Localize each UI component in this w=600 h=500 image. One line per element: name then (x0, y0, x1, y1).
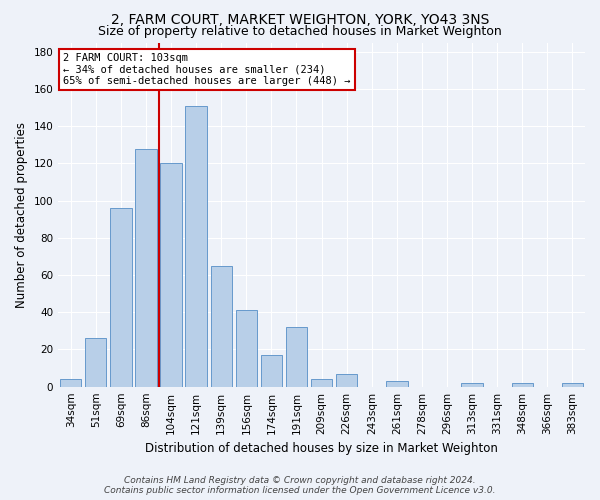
Bar (211, 266, 232, 386)
Bar (336, 374, 358, 386)
Bar (311, 379, 332, 386)
X-axis label: Distribution of detached houses by size in Market Weighton: Distribution of detached houses by size … (145, 442, 498, 455)
Bar (110, 208, 131, 386)
Bar (60, 379, 82, 386)
Text: 2 FARM COURT: 103sqm
← 34% of detached houses are smaller (234)
65% of semi-deta: 2 FARM COURT: 103sqm ← 34% of detached h… (64, 53, 351, 86)
Bar (185, 106, 207, 386)
Bar (286, 327, 307, 386)
Bar (562, 383, 583, 386)
Bar (386, 381, 407, 386)
Bar (236, 310, 257, 386)
Bar (160, 164, 182, 386)
Bar (85, 338, 106, 386)
Bar (461, 383, 483, 386)
Text: Size of property relative to detached houses in Market Weighton: Size of property relative to detached ho… (98, 25, 502, 38)
Y-axis label: Number of detached properties: Number of detached properties (15, 122, 28, 308)
Text: 2, FARM COURT, MARKET WEIGHTON, YORK, YO43 3NS: 2, FARM COURT, MARKET WEIGHTON, YORK, YO… (111, 12, 489, 26)
Bar (512, 383, 533, 386)
Bar (136, 148, 157, 386)
Text: Contains HM Land Registry data © Crown copyright and database right 2024.
Contai: Contains HM Land Registry data © Crown c… (104, 476, 496, 495)
Bar (261, 355, 282, 386)
